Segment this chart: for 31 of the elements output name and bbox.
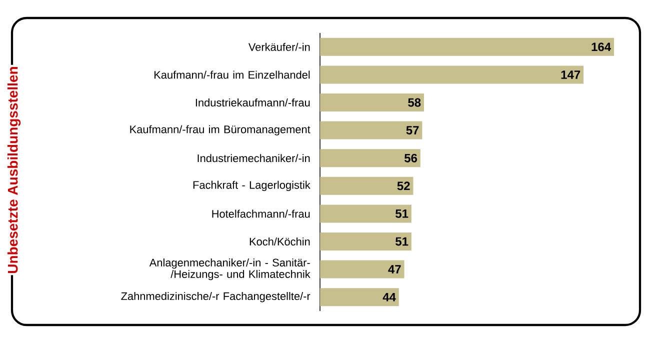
data-label: 164 — [592, 42, 611, 52]
data-label: 52 — [397, 182, 410, 190]
y-tick-label: Industriemechaniker/-in — [198, 154, 310, 162]
y-tick-label: Industriekaufmann/-frau — [196, 98, 310, 107]
y-tick-label: Zahnmedizinische/-r Fachangestellte/-r — [121, 292, 310, 302]
y-tick-label: Verkäufer/-in — [248, 42, 310, 51]
y-tick-label: Kaufmann/-frau im Einzelhandel — [154, 70, 310, 79]
bar — [320, 121, 422, 140]
bar — [320, 66, 584, 84]
data-label: 47 — [388, 265, 401, 274]
bar — [320, 176, 414, 195]
y-tick-label: Fachkraft - Lagerlogistik — [193, 180, 310, 192]
data-label: 51 — [396, 237, 408, 246]
bar — [320, 232, 412, 251]
data-label: 57 — [406, 126, 419, 134]
bar — [320, 288, 399, 306]
data-label: 44 — [382, 292, 396, 302]
y-tick-label: Anlagenmechaniker/-in - Sanitär-/Heizungs- und Klimatechnik — [149, 258, 310, 280]
bar — [320, 94, 424, 112]
data-label: 147 — [561, 70, 580, 79]
bar — [320, 149, 420, 168]
bar — [320, 260, 404, 278]
bar — [320, 204, 412, 223]
text: Unbesetzte Ausbildungsstellen — [7, 67, 21, 274]
y-tick-label: Koch/Köchin — [250, 237, 310, 246]
data-label: 51 — [396, 210, 408, 218]
data-label: 56 — [404, 154, 418, 162]
bar — [320, 38, 614, 56]
data-label: 58 — [408, 98, 421, 107]
y-tick-label: Kaufmann/-frau im Büromanagement — [130, 125, 310, 136]
y-tick-label: Hotelfachmann/-frau — [212, 210, 310, 218]
